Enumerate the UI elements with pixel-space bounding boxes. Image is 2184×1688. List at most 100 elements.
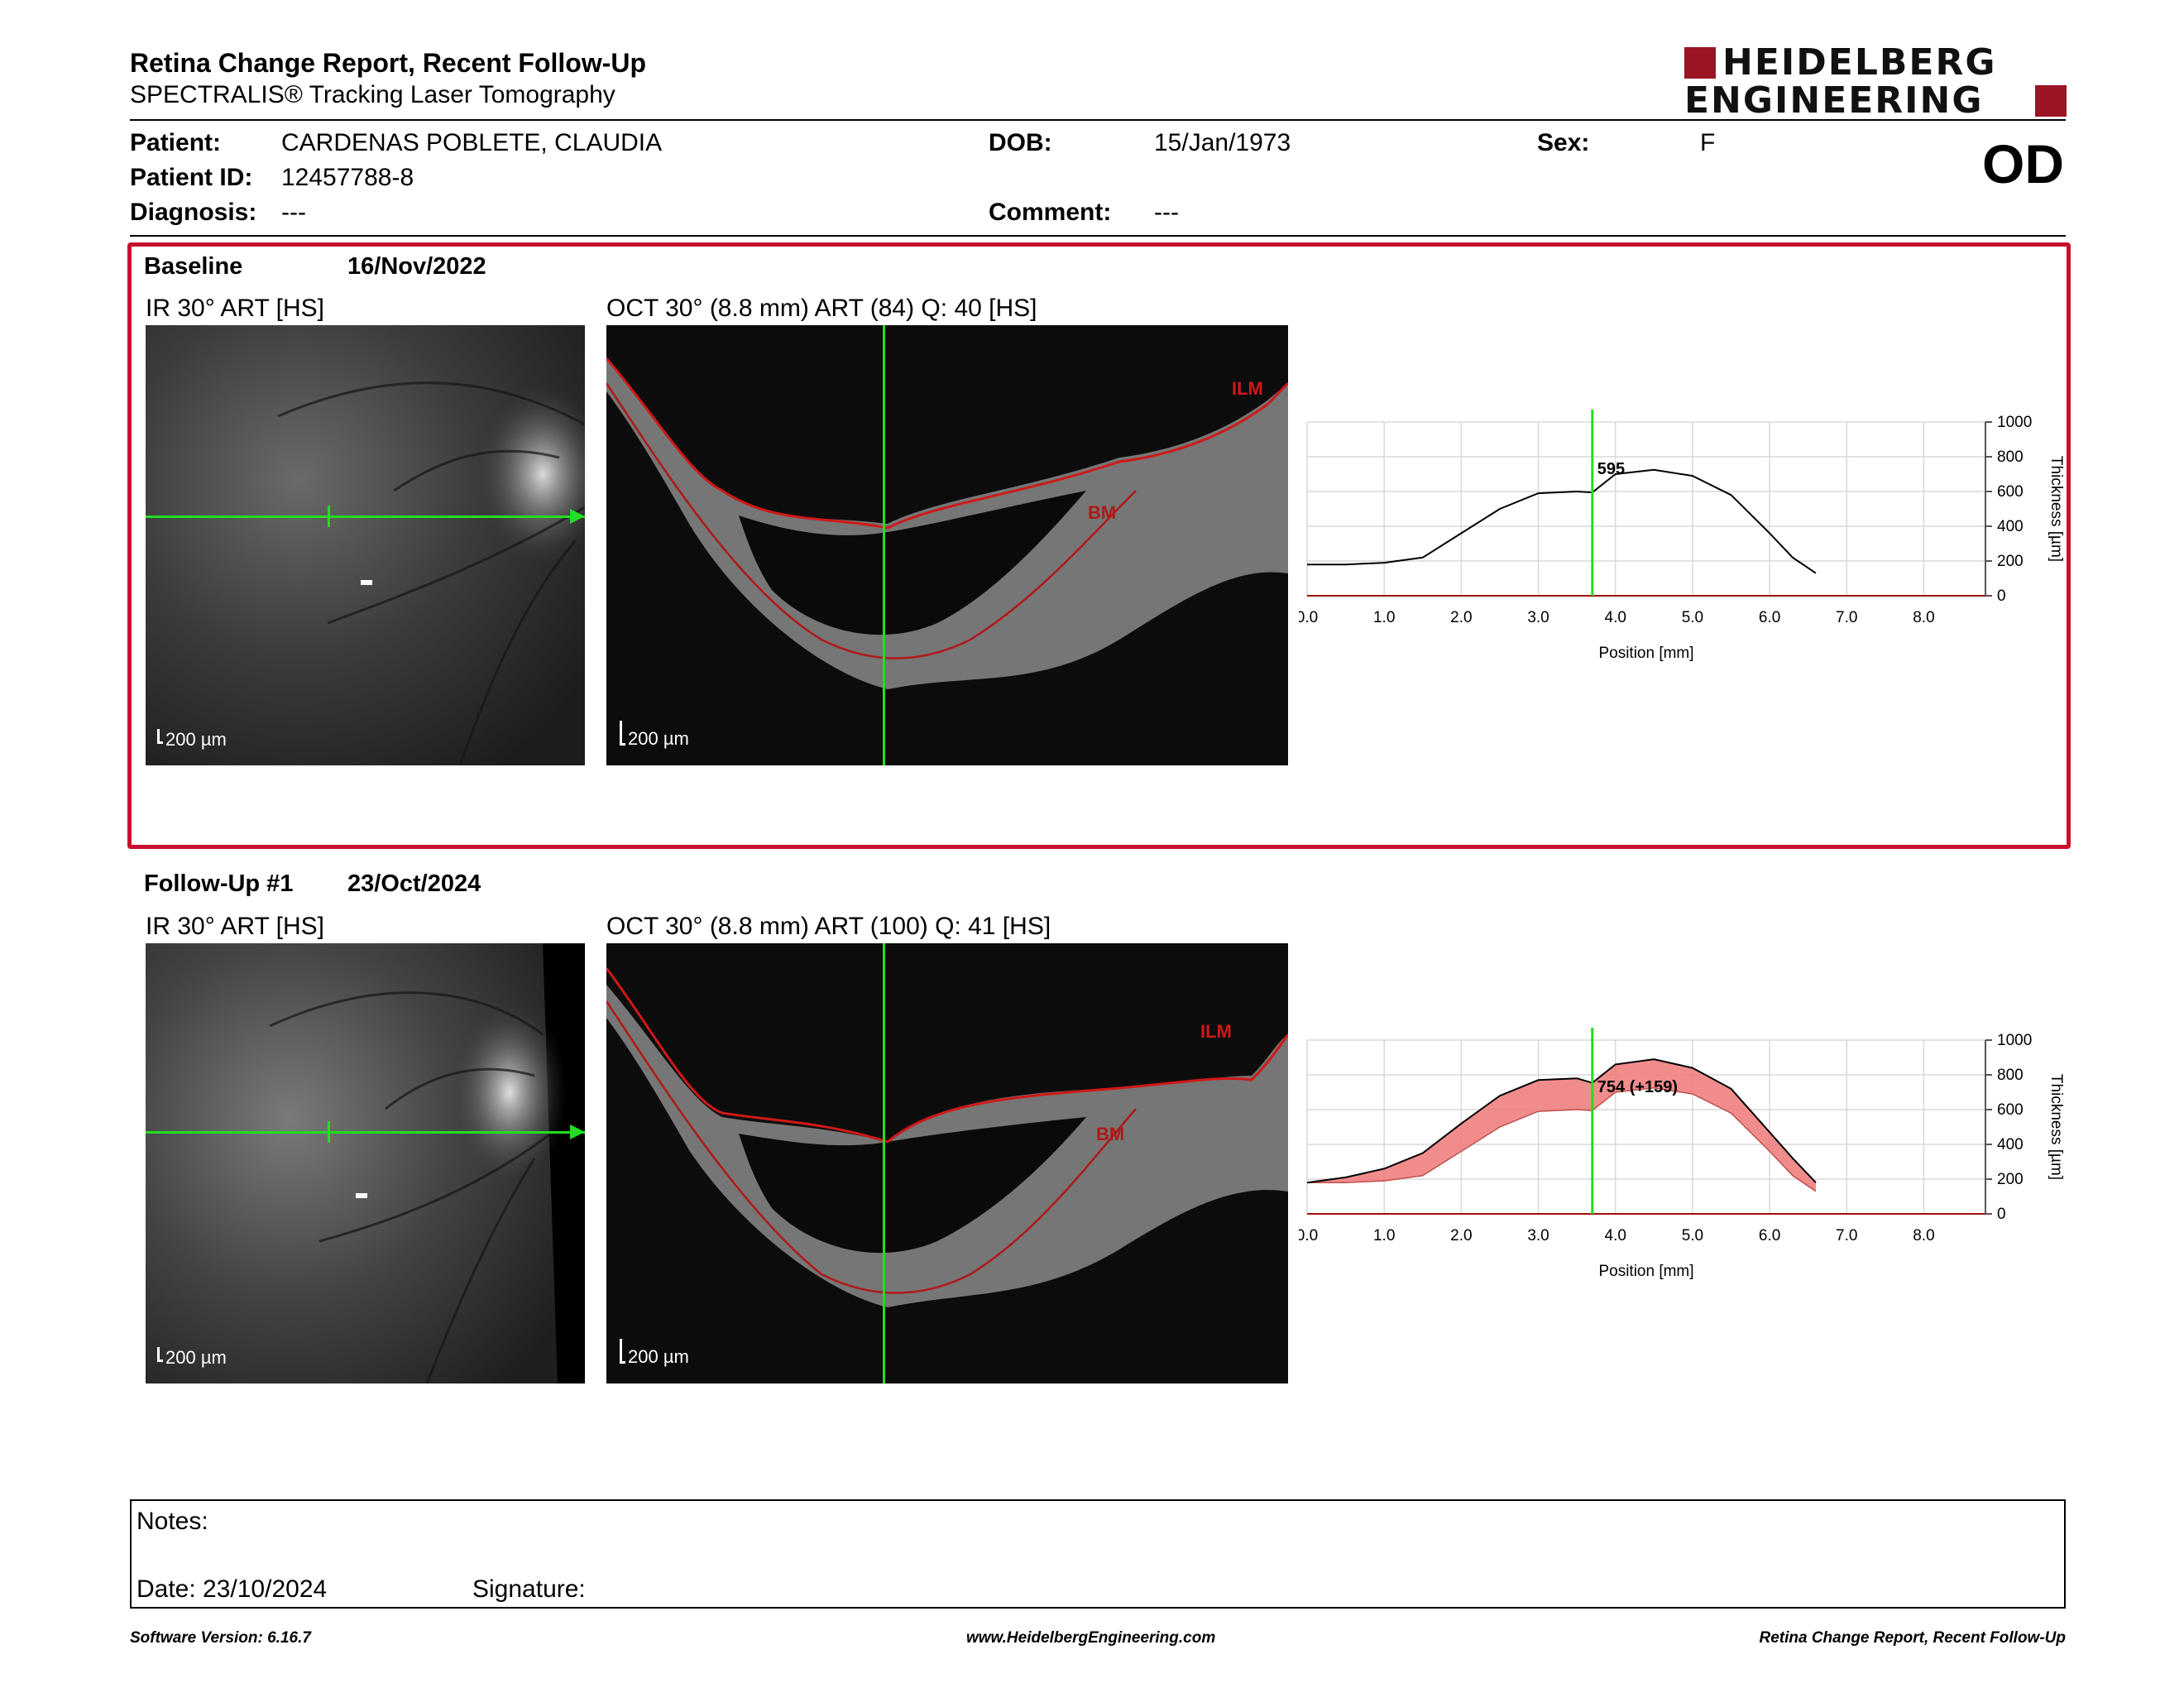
website-link[interactable]: www.HeidelbergEngineering.com	[966, 1629, 1216, 1647]
thickness-series-line	[1307, 468, 1817, 574]
x-tick-label: 1.0	[1373, 609, 1395, 626]
x-tick-label: 4.0	[1605, 609, 1626, 626]
diagnosis-value: ---	[281, 199, 306, 226]
baseline-panel	[127, 242, 2071, 849]
x-tick-label: 5.0	[1682, 609, 1703, 626]
sex-label: Sex:	[1537, 129, 1590, 156]
y-axis-label: Thickness [µm]	[2048, 1074, 2065, 1180]
y-tick-label: 1000	[1997, 414, 2032, 431]
fundus-graphic	[146, 943, 568, 1383]
scale-bar-icon	[620, 721, 625, 746]
followup-series-line	[1306, 1058, 1817, 1184]
x-tick-label: 3.0	[1527, 1227, 1549, 1244]
y-tick-label: 800	[1997, 1067, 2024, 1084]
signature-label: Signature:	[472, 1575, 586, 1603]
x-tick-label: 5.0	[1682, 1227, 1703, 1244]
x-tick-label: 6.0	[1759, 1227, 1780, 1244]
y-tick-label: 400	[1997, 1136, 2024, 1153]
eye-indicator: OD	[1982, 133, 2064, 194]
bm-label: BM	[1096, 1124, 1125, 1144]
scale-bar-icon	[157, 1347, 163, 1362]
baseline-thickness-chart: 0.0 1.0 2.0 3.0 4.0 5.0 6.0 7.0 8.0 0 200 400 600 800…	[1299, 410, 2065, 662]
y-tick-label: 400	[1997, 518, 2024, 535]
x-tick-label: 7.0	[1836, 1227, 1857, 1244]
comment-value: ---	[1154, 199, 1179, 226]
baseline-series-line	[1307, 1087, 1817, 1192]
scan-position-line	[883, 943, 885, 1383]
header-divider	[130, 119, 2066, 121]
x-tick-label: 2.0	[1450, 1227, 1472, 1244]
dob-value: 15/Jan/1973	[1154, 129, 1291, 156]
patient-id-label: Patient ID:	[130, 164, 253, 191]
logo-line-1: HEIDELBERG	[1722, 41, 1997, 84]
scan-line	[146, 1131, 585, 1134]
x-tick-label: 1.0	[1373, 1227, 1395, 1244]
comment-label: Comment:	[989, 199, 1112, 226]
oct-bscan-graphic	[606, 967, 1288, 1307]
notes-date: Date: 23/10/2024	[136, 1575, 328, 1603]
x-tick-label: 3.0	[1527, 609, 1549, 626]
x-tick-label: 8.0	[1913, 1227, 1934, 1244]
logo-line-2: ENGINEERING	[1684, 79, 1984, 122]
baseline-label: Baseline	[144, 253, 243, 280]
scale-label: 200 µm	[165, 1347, 227, 1368]
y-axis-label: Thickness [µm]	[2048, 456, 2065, 562]
notes-label: Notes:	[136, 1508, 208, 1535]
heidelberg-logo: HEIDELBERG ENGINEERING	[1684, 45, 2067, 119]
notes-box[interactable]: Notes: Date: 23/10/2024 Signature:	[130, 1499, 2066, 1609]
followup-ir-label: IR 30° ART [HS]	[146, 913, 324, 940]
dob-label: DOB:	[989, 129, 1052, 156]
ilm-label: ILM	[1232, 378, 1263, 399]
diagnosis-label: Diagnosis:	[130, 199, 257, 226]
x-axis-label: Position [mm]	[1598, 645, 1693, 662]
patient-divider	[130, 235, 2066, 237]
scan-position-line	[883, 325, 885, 765]
marker-value-label: 595	[1597, 460, 1625, 478]
baseline-ir-image: 200 µm	[146, 325, 585, 765]
scale-bar-icon	[620, 1339, 625, 1364]
followup-oct-image: ILM BM 200 µm	[606, 943, 1288, 1383]
scan-center-marker	[328, 506, 330, 527]
patient-id: 12457788-8	[281, 164, 414, 191]
baseline-date: 16/Nov/2022	[347, 253, 486, 280]
patient-name: CARDENAS POBLETE, CLAUDIA	[281, 129, 663, 156]
y-tick-label: 800	[1997, 448, 2024, 466]
footer-report-name: Retina Change Report, Recent Follow-Up	[1759, 1629, 2066, 1647]
scale-label: 200 µm	[628, 728, 689, 749]
x-tick-label: 0.0	[1299, 609, 1318, 626]
thickness-change-area	[1307, 1059, 1816, 1192]
ilm-label: ILM	[1200, 1021, 1232, 1042]
scan-center-marker	[328, 1121, 330, 1143]
oct-bscan-graphic	[606, 357, 1288, 689]
followup-ir-image: 200 µm	[146, 943, 585, 1383]
scale-label: 200 µm	[165, 729, 227, 750]
bm-label: BM	[1088, 502, 1117, 523]
report-title: Retina Change Report, Recent Follow-Up	[130, 48, 647, 78]
software-version: Software Version: 6.16.7	[130, 1629, 311, 1647]
followup-date: 23/Oct/2024	[347, 870, 481, 897]
marker-value-label: 754 (+159)	[1597, 1078, 1678, 1096]
baseline-oct-image: ILM BM 200 µm	[606, 325, 1288, 765]
sex-value: F	[1700, 129, 1716, 156]
x-tick-label: 2.0	[1450, 609, 1472, 626]
x-axis-label: Position [mm]	[1598, 1263, 1693, 1280]
y-tick-label: 0	[1997, 587, 2006, 605]
y-tick-label: 1000	[1997, 1032, 2032, 1049]
scale-label: 200 µm	[628, 1346, 689, 1367]
report-subtitle: SPECTRALIS® Tracking Laser Tomography	[130, 81, 615, 108]
x-tick-label: 6.0	[1759, 609, 1780, 626]
y-tick-label: 600	[1997, 1101, 2024, 1119]
y-tick-label: 200	[1997, 553, 2024, 570]
x-tick-label: 0.0	[1299, 1227, 1318, 1244]
x-tick-label: 7.0	[1836, 609, 1857, 626]
fundus-graphic	[146, 325, 585, 765]
x-tick-label: 4.0	[1605, 1227, 1626, 1244]
x-tick-label: 8.0	[1913, 609, 1934, 626]
followup-label: Follow-Up #1	[144, 870, 294, 897]
followup-thickness-chart: 0.0 1.0 2.0 3.0 4.0 5.0 6.0 7.0 8.0 0 200 400 600 800…	[1299, 1028, 2065, 1280]
scan-arrow-icon	[570, 509, 585, 524]
baseline-ir-label: IR 30° ART [HS]	[146, 295, 324, 322]
baseline-oct-label: OCT 30° (8.8 mm) ART (84) Q: 40 [HS]	[606, 295, 1037, 322]
scan-arrow-icon	[570, 1125, 585, 1139]
scale-bar-icon	[157, 729, 163, 744]
